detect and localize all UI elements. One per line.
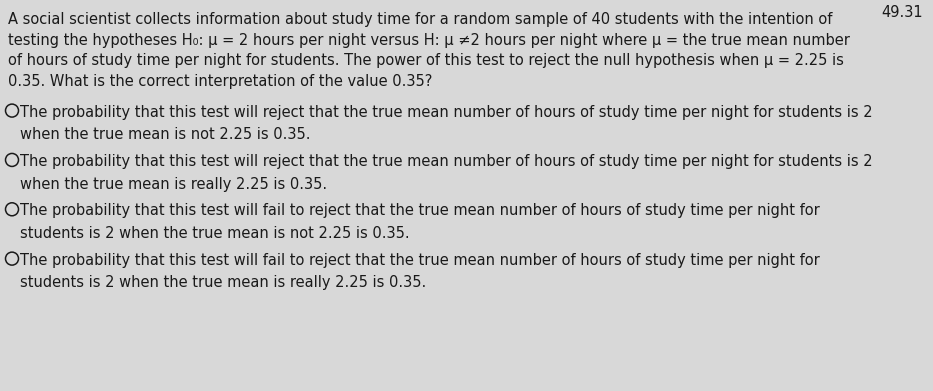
Text: The probability that this test will reject that the true mean number of hours of: The probability that this test will reje… (20, 154, 872, 169)
Text: The probability that this test will fail to reject that the true mean number of : The probability that this test will fail… (20, 253, 820, 268)
Text: A social scientist collects information about study time for a random sample of : A social scientist collects information … (8, 12, 832, 27)
Text: when the true mean is really 2.25 is 0.35.: when the true mean is really 2.25 is 0.3… (20, 177, 327, 192)
Text: testing the hypotheses H₀: μ = 2 hours per night versus H⁡: μ ≠2 hours per night: testing the hypotheses H₀: μ = 2 hours p… (8, 33, 850, 48)
Text: of hours of study time per night for students. The power of this test to reject : of hours of study time per night for stu… (8, 53, 843, 68)
Text: students is 2 when the true mean is not 2.25 is 0.35.: students is 2 when the true mean is not … (20, 226, 410, 241)
Text: students is 2 when the true mean is really 2.25 is 0.35.: students is 2 when the true mean is real… (20, 275, 426, 291)
Text: The probability that this test will reject that the true mean number of hours of: The probability that this test will reje… (20, 105, 872, 120)
Text: 0.35. What is the correct interpretation of the value 0.35?: 0.35. What is the correct interpretation… (8, 74, 432, 89)
Text: 49.31: 49.31 (882, 5, 923, 20)
Text: The probability that this test will fail to reject that the true mean number of : The probability that this test will fail… (20, 203, 820, 219)
Text: when the true mean is not 2.25 is 0.35.: when the true mean is not 2.25 is 0.35. (20, 127, 311, 142)
